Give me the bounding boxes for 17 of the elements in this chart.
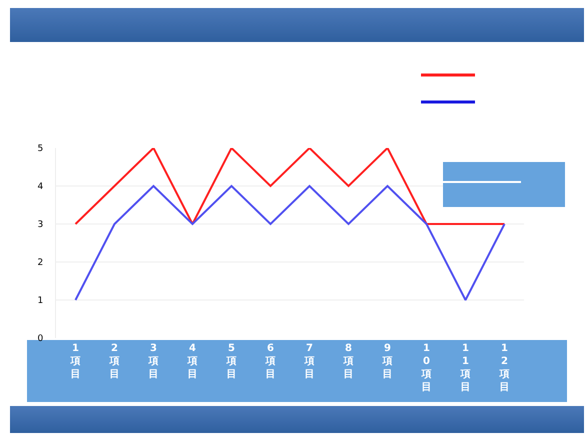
x-tick-label: 6項目 [264,343,276,380]
x-tick-label: 1項目 [70,343,80,380]
x-tick-label: 10項目 [420,343,432,393]
x-tick-label: 8項目 [342,343,354,380]
x-tick-label: 4項目 [186,343,198,380]
x-tick-label: 11項目 [460,343,470,393]
y-tick-label: 4 [37,182,44,192]
x-tick-label: 7項目 [304,343,314,380]
x-tick-label: 9項目 [382,343,392,380]
x-tick-label: 12項目 [498,343,510,393]
x-tick-label: 2項目 [108,343,120,380]
y-tick-label: 5 [37,144,44,154]
y-tick-label: 1 [37,296,44,306]
y-tick-label: 3 [37,220,44,230]
x-tick-label: 5項目 [226,343,236,380]
x-tick-label: 3項目 [148,343,158,380]
y-tick-label: 2 [37,258,44,268]
